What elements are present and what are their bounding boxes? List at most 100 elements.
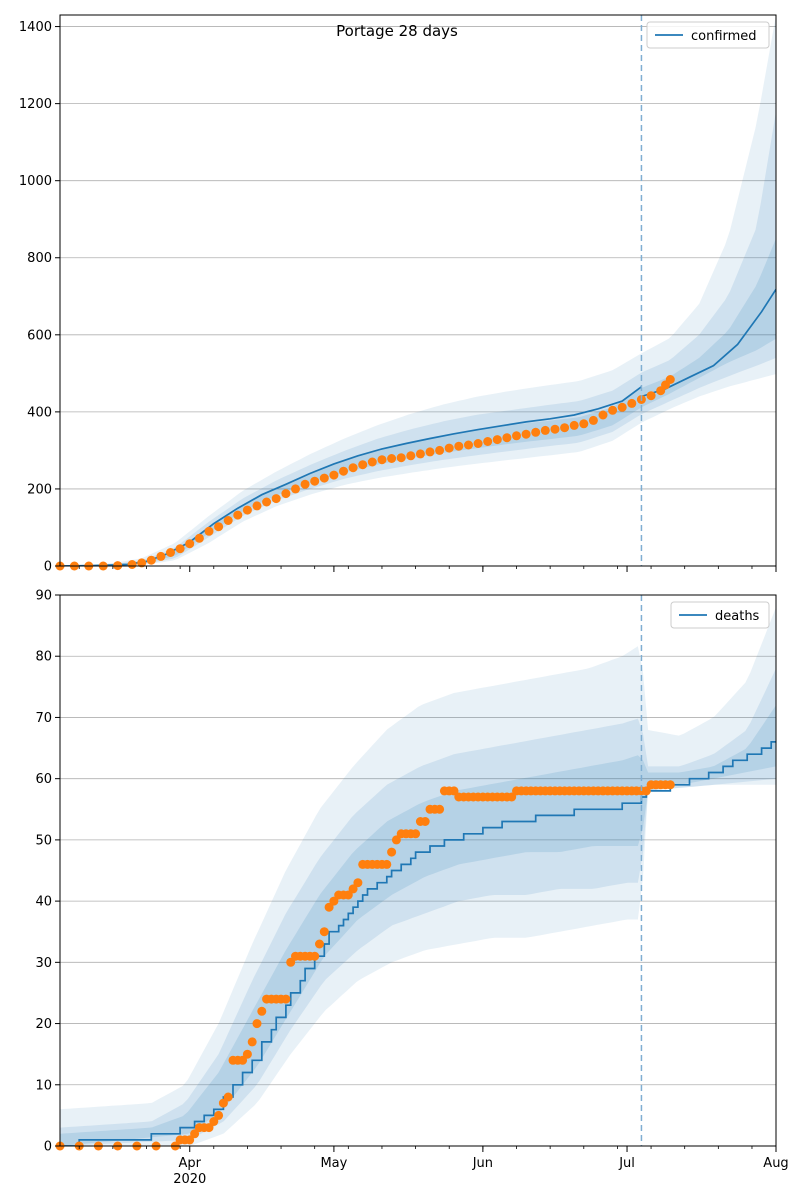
x-tick-label: May <box>320 1156 347 1171</box>
legend-label: confirmed <box>691 29 757 44</box>
axes-frame <box>59 14 777 567</box>
observed-point <box>507 792 517 802</box>
observed-point <box>286 957 296 967</box>
y-tick-label: 1200 <box>19 97 52 112</box>
y-tick-label: 200 <box>27 482 52 497</box>
observed-point <box>483 437 493 446</box>
legend-box <box>646 21 770 49</box>
observed-point <box>242 505 252 515</box>
legend: deaths <box>670 601 770 629</box>
observed-point <box>641 786 651 796</box>
observed-point <box>665 375 675 384</box>
y-tick-label: 400 <box>27 405 52 420</box>
observed-point <box>343 890 353 900</box>
observed-point <box>608 405 618 415</box>
observed-point <box>166 548 175 557</box>
observed-point <box>242 1049 252 1059</box>
observed-point <box>420 817 430 826</box>
observed-point <box>209 1117 219 1126</box>
observed-point <box>387 847 397 857</box>
observed-point <box>435 804 445 814</box>
observed-point <box>339 466 348 476</box>
observed-point <box>449 786 459 796</box>
observed-point <box>262 497 272 507</box>
observed-point <box>348 463 358 473</box>
observed-point <box>156 551 166 561</box>
observed-point <box>617 402 627 412</box>
observed-point <box>324 902 334 912</box>
x-tick-label: Apr <box>178 1156 201 1171</box>
observed-points <box>55 780 675 1151</box>
observed-point <box>396 453 406 463</box>
observed-point <box>512 431 521 441</box>
observed-point <box>415 449 425 459</box>
confirmed-line <box>60 386 642 566</box>
observed-point <box>194 533 204 543</box>
observed-point <box>204 1123 214 1133</box>
observed-point <box>281 489 291 499</box>
observed-point <box>377 455 387 465</box>
observed-point <box>598 410 608 420</box>
y-axis: 0 200 400 600 800 1000 1200 1400 <box>19 20 60 575</box>
observed-point <box>127 560 137 569</box>
observed-point <box>185 1135 195 1145</box>
observed-point <box>540 425 550 435</box>
observed-point <box>444 443 454 453</box>
axes-frame <box>59 594 777 1147</box>
observed-point <box>425 447 435 457</box>
observed-point <box>310 476 320 486</box>
y-tick-label: 10 <box>35 1078 52 1093</box>
observed-point <box>319 473 329 483</box>
y-tick-label: 600 <box>27 328 52 343</box>
observed-point <box>137 558 147 568</box>
observed-point <box>214 1110 224 1120</box>
observed-point <box>185 539 195 549</box>
observed-point <box>550 424 560 434</box>
observed-point <box>358 460 368 470</box>
confidence-band-outer <box>60 607 776 1146</box>
observed-point <box>247 1037 257 1047</box>
observed-point <box>175 544 185 554</box>
observed-point <box>406 451 416 461</box>
y-tick-label: 60 <box>35 772 52 787</box>
observed-point <box>646 391 656 401</box>
observed-point <box>382 859 392 869</box>
y-tick-label: 1000 <box>19 174 52 189</box>
observed-point <box>411 829 421 839</box>
observed-point <box>502 433 512 443</box>
grid-lines <box>60 594 776 1147</box>
observed-point <box>281 994 291 1004</box>
observed-point <box>329 470 339 480</box>
observed-point <box>367 457 377 467</box>
observed-point <box>579 419 589 429</box>
figure-title: Portage 28 days <box>336 22 458 40</box>
observed-point <box>238 1055 248 1065</box>
legend: confirmed <box>646 21 770 49</box>
observed-point <box>531 427 541 437</box>
observed-point <box>627 398 637 408</box>
observed-point <box>257 1006 267 1016</box>
grid-lines <box>60 26 776 567</box>
y-tick-label: 70 <box>35 711 52 726</box>
observed-point <box>454 441 464 451</box>
observed-point <box>521 429 531 439</box>
y-tick-label: 0 <box>44 560 52 575</box>
observed-point <box>319 927 329 937</box>
observed-point <box>218 1098 228 1108</box>
x-tick-label: Aug <box>763 1156 788 1171</box>
observed-point <box>329 896 339 906</box>
observed-point <box>223 516 233 525</box>
x-tick-label: Jul <box>618 1156 635 1171</box>
observed-point <box>214 522 224 532</box>
observed-point <box>271 494 281 504</box>
observed-point <box>233 510 243 520</box>
observed-point <box>588 415 598 425</box>
observed-point <box>204 526 214 536</box>
confidence-band-outer <box>60 15 776 566</box>
observed-point <box>492 435 502 445</box>
y-axis: 0 10 20 30 40 50 60 70 80 90 <box>35 589 60 1155</box>
